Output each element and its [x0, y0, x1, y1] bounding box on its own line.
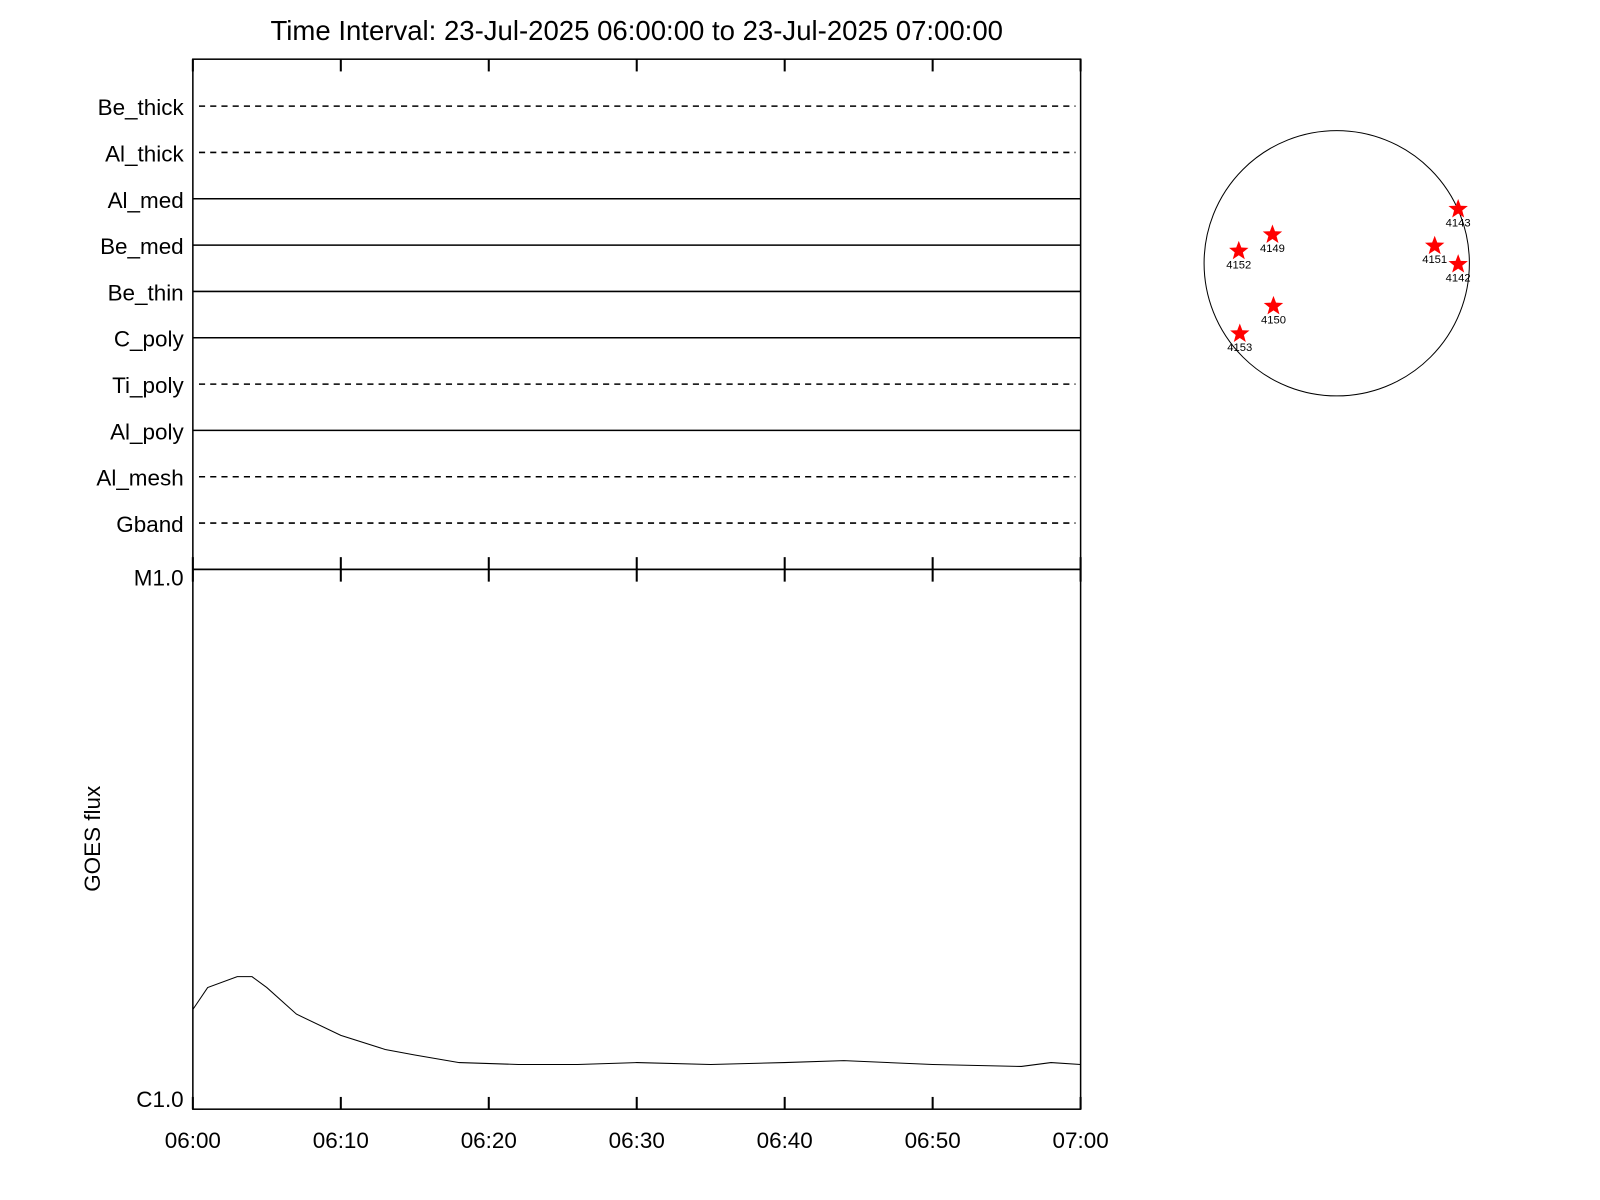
- x-tick-label: 07:00: [1053, 1128, 1109, 1153]
- region-marker: [1448, 198, 1468, 218]
- filter-label: Al_med: [108, 188, 184, 213]
- filter-label: Ti_poly: [112, 373, 184, 398]
- y-axis-label: GOES flux: [80, 786, 105, 892]
- region-label: 4143: [1446, 217, 1471, 229]
- sun-disk: [1203, 130, 1470, 397]
- region-label: 4142: [1446, 273, 1471, 285]
- region-marker: [1263, 295, 1284, 315]
- region-label: 4149: [1260, 243, 1285, 255]
- filter-label: Al_thick: [105, 141, 184, 166]
- filter-label: Al_poly: [110, 419, 184, 444]
- x-tick-label: 06:10: [313, 1128, 369, 1153]
- region-label: 4151: [1422, 254, 1447, 266]
- region-label: 4153: [1227, 342, 1252, 354]
- filter-label: Be_thick: [98, 95, 185, 120]
- x-tick-label: 06:50: [905, 1128, 961, 1153]
- region-marker: [1425, 235, 1445, 255]
- y-tick-label: M1.0: [134, 566, 184, 591]
- y-tick-label: C1.0: [136, 1087, 183, 1112]
- x-tick-label: 06:40: [757, 1128, 813, 1153]
- x-tick-label: 06:30: [609, 1128, 665, 1153]
- region-marker: [1229, 240, 1249, 260]
- region-marker: [1230, 323, 1250, 342]
- chart-title: Time Interval: 23-Jul-2025 06:00:00 to 2…: [270, 15, 1003, 46]
- filter-label: C_poly: [114, 327, 185, 352]
- x-tick-label: 06:20: [461, 1128, 517, 1153]
- x-tick-label: 06:00: [165, 1128, 221, 1153]
- filter-label: Gband: [116, 512, 183, 537]
- region-label: 4152: [1226, 259, 1251, 271]
- region-marker: [1262, 224, 1283, 243]
- region-label: 4150: [1261, 314, 1286, 326]
- filter-label: Be_med: [100, 234, 184, 259]
- goes-curve: [192, 976, 1081, 1067]
- region-marker: [1448, 254, 1468, 273]
- filter-label: Al_mesh: [96, 466, 183, 491]
- top-panel: [192, 58, 1082, 571]
- filter-label: Be_thin: [108, 280, 184, 305]
